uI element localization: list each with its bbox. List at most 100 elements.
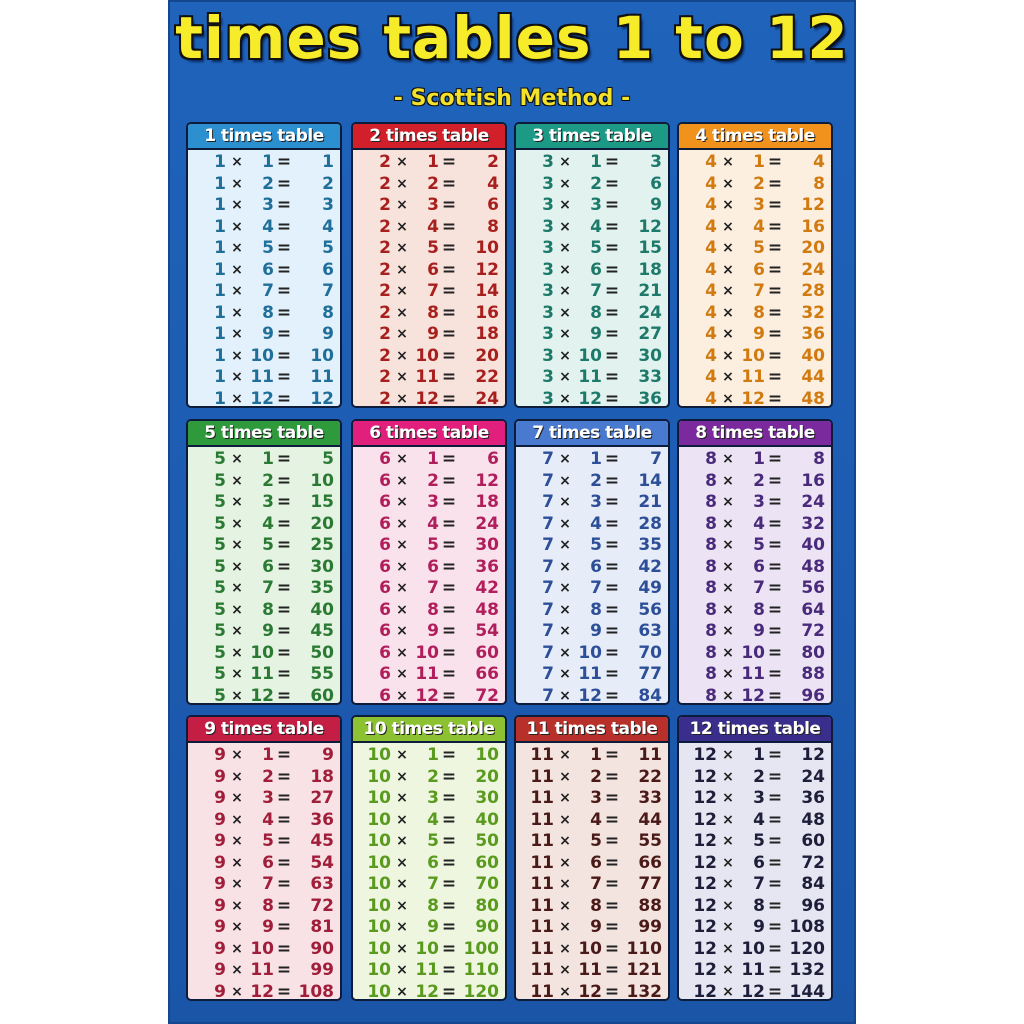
equals-sign: = <box>767 449 783 469</box>
multiplier: 10 <box>741 642 765 663</box>
product: 15 <box>310 492 334 512</box>
equals-sign: = <box>441 556 457 577</box>
equals-sign: = <box>276 745 292 765</box>
product: 90 <box>475 917 499 937</box>
equation-row: 4 × 4 = 16 <box>679 217 831 239</box>
equals-sign: = <box>604 981 620 1001</box>
multiplicand: 4 <box>705 324 717 344</box>
equals-sign: = <box>441 238 457 258</box>
product: 72 <box>475 685 499 705</box>
multiplier: 12 <box>415 981 439 1001</box>
product: 54 <box>310 852 334 873</box>
multiplicand: 5 <box>214 556 226 577</box>
product: 36 <box>310 809 334 830</box>
multiplicand: 8 <box>705 642 717 663</box>
equals-sign: = <box>604 281 620 301</box>
times-sign: × <box>722 369 734 385</box>
times-sign: × <box>722 962 734 978</box>
multiplier: 1 <box>262 745 274 765</box>
times-sign: × <box>559 390 571 407</box>
equation-row: 3 × 11 = 33 <box>516 367 668 389</box>
times-sign: × <box>231 747 243 763</box>
multiplier: 9 <box>590 324 602 344</box>
multiplier: 9 <box>262 324 274 344</box>
multiplier: 7 <box>590 281 602 301</box>
equals-sign: = <box>276 513 292 534</box>
equation-row: 11 × 11 = 121 <box>516 960 668 982</box>
multiplier: 3 <box>427 492 439 512</box>
equals-sign: = <box>767 281 783 301</box>
multiplier: 2 <box>590 470 602 491</box>
equals-sign: = <box>441 852 457 873</box>
times-sign: × <box>559 747 571 763</box>
equation-row: 10 × 7 = 70 <box>353 874 505 896</box>
product: 44 <box>801 367 825 387</box>
equation-row: 11 × 6 = 66 <box>516 853 668 875</box>
times-sign: × <box>231 644 243 661</box>
equation-row: 11 × 3 = 33 <box>516 788 668 810</box>
equation-row: 10 × 5 = 50 <box>353 831 505 853</box>
product: 24 <box>475 388 499 408</box>
multiplier: 6 <box>427 259 439 280</box>
equation-row: 12 × 4 = 48 <box>679 810 831 832</box>
multiplier: 7 <box>753 874 765 894</box>
product: 88 <box>638 895 662 916</box>
times-sign: × <box>231 369 243 385</box>
times-sign: × <box>396 833 408 849</box>
equals-sign: = <box>276 895 292 916</box>
multiplier: 6 <box>753 556 765 577</box>
times-sign: × <box>231 283 243 299</box>
multiplicand: 11 <box>530 938 554 959</box>
equals-sign: = <box>604 831 620 851</box>
times-sign: × <box>722 326 734 342</box>
equation-row: 6 × 1 = 6 <box>353 449 505 471</box>
equation-row: 9 × 12 = 108 <box>188 982 340 1000</box>
panel-header: 7 times table <box>516 421 668 447</box>
multiplicand: 5 <box>214 664 226 684</box>
equation-row: 1 × 7 = 7 <box>188 281 340 303</box>
equals-sign: = <box>604 449 620 469</box>
times-sign: × <box>559 623 571 639</box>
multiplicand: 1 <box>214 281 226 301</box>
times-sign: × <box>559 515 571 532</box>
multiplicand: 1 <box>214 345 226 366</box>
times-sign: × <box>722 790 734 806</box>
panel-header: 2 times table <box>353 124 505 150</box>
times-sign: × <box>559 687 571 704</box>
times-sign: × <box>722 472 734 489</box>
multiplier: 11 <box>415 664 439 684</box>
multiplier: 5 <box>753 831 765 851</box>
equals-sign: = <box>767 173 783 194</box>
multiplicand: 6 <box>379 449 391 469</box>
multiplicand: 7 <box>542 664 554 684</box>
equals-sign: = <box>276 766 292 787</box>
multiplicand: 8 <box>705 449 717 469</box>
multiplicand: 4 <box>705 216 717 237</box>
multiplicand: 8 <box>705 556 717 577</box>
product: 120 <box>463 981 500 1001</box>
product: 30 <box>475 788 499 808</box>
equals-sign: = <box>767 195 783 215</box>
multiplicand: 2 <box>379 345 391 366</box>
multiplier: 6 <box>262 556 274 577</box>
equation-row: 9 × 4 = 36 <box>188 810 340 832</box>
multiplier: 3 <box>262 492 274 512</box>
times-sign: × <box>722 687 734 704</box>
multiplicand: 2 <box>379 195 391 215</box>
equation-row: 7 × 8 = 56 <box>516 600 668 622</box>
times-sign: × <box>559 451 571 467</box>
multiplier: 6 <box>753 852 765 873</box>
multiplicand: 10 <box>367 831 391 851</box>
multiplicand: 2 <box>379 173 391 194</box>
equation-row: 3 × 3 = 9 <box>516 195 668 217</box>
equation-row: 4 × 10 = 40 <box>679 346 831 368</box>
equals-sign: = <box>767 642 783 663</box>
multiplicand: 9 <box>214 809 226 830</box>
equals-sign: = <box>441 535 457 555</box>
multiplier: 6 <box>262 852 274 873</box>
times-sign: × <box>231 472 243 489</box>
product: 24 <box>801 492 825 512</box>
equation-row: 2 × 5 = 10 <box>353 238 505 260</box>
equation-row: 6 × 9 = 54 <box>353 621 505 643</box>
times-sign: × <box>231 601 243 618</box>
